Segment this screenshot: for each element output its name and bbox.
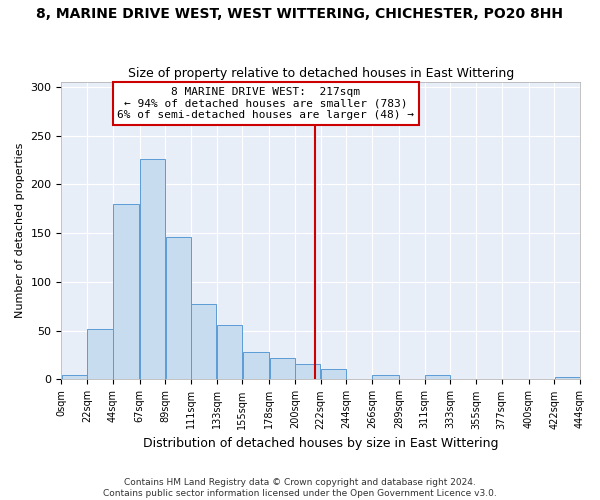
Bar — [140, 159, 165, 380]
Text: Contains HM Land Registry data © Crown copyright and database right 2024.
Contai: Contains HM Land Registry data © Crown c… — [103, 478, 497, 498]
Bar — [88, 328, 113, 380]
Bar — [321, 368, 346, 380]
Bar — [191, 304, 217, 380]
Bar — [217, 325, 242, 380]
Bar — [113, 204, 139, 380]
Bar — [243, 352, 269, 380]
Text: 8 MARINE DRIVE WEST:  217sqm
← 94% of detached houses are smaller (783)
6% of se: 8 MARINE DRIVE WEST: 217sqm ← 94% of det… — [118, 87, 415, 120]
Text: 8, MARINE DRIVE WEST, WEST WITTERING, CHICHESTER, PO20 8HH: 8, MARINE DRIVE WEST, WEST WITTERING, CH… — [37, 8, 563, 22]
Y-axis label: Number of detached properties: Number of detached properties — [15, 143, 25, 318]
Title: Size of property relative to detached houses in East Wittering: Size of property relative to detached ho… — [128, 66, 514, 80]
Bar — [295, 364, 320, 380]
Bar — [425, 374, 450, 380]
Bar — [269, 358, 295, 380]
Bar — [62, 374, 87, 380]
X-axis label: Distribution of detached houses by size in East Wittering: Distribution of detached houses by size … — [143, 437, 499, 450]
Bar — [166, 237, 191, 380]
Bar — [554, 376, 580, 380]
Bar — [373, 374, 398, 380]
